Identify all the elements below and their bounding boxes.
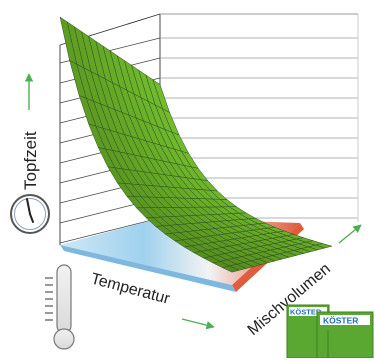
x-axis-arrow xyxy=(181,318,215,330)
pot-life-surface xyxy=(59,16,333,273)
z-axis-arrow xyxy=(338,224,362,244)
thermometer-icon xyxy=(45,264,75,350)
gridline xyxy=(59,217,161,244)
logo-text-front: KÖSTER xyxy=(323,316,358,326)
y-axis-label: Topfzeit xyxy=(21,131,40,190)
koester-logo: KÖSTER KÖSTER xyxy=(286,304,374,359)
logo-text-back: KÖSTER xyxy=(290,308,322,317)
clock-icon xyxy=(10,194,50,234)
surface-cell xyxy=(59,16,78,65)
x-axis-label: Temperatur xyxy=(89,270,172,308)
y-axis-label-group: Topfzeit xyxy=(21,73,40,190)
